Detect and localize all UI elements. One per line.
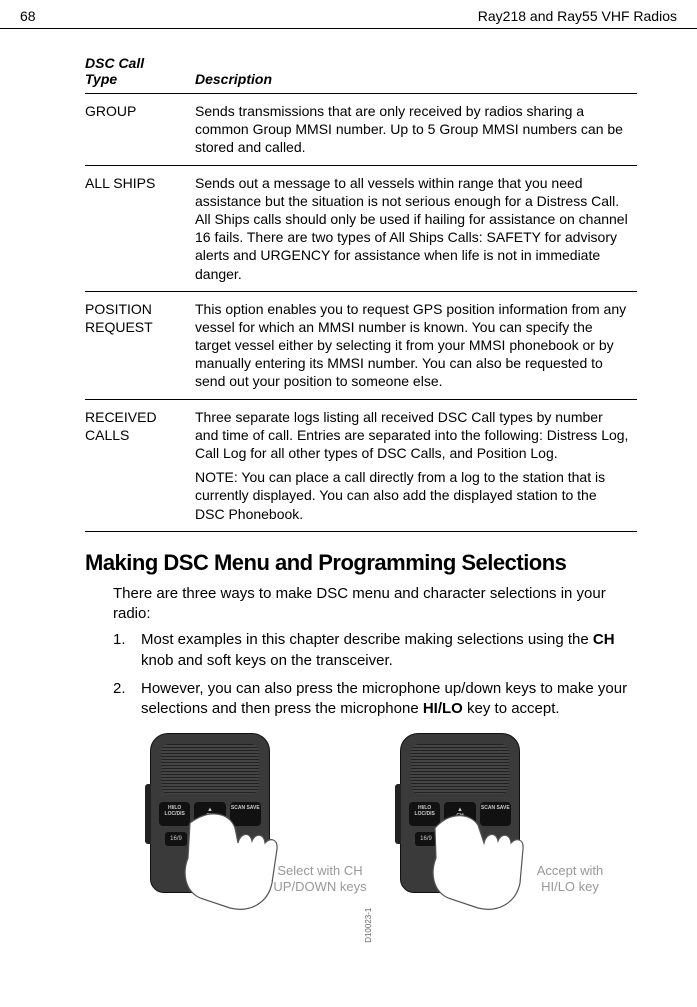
right-caption: Accept with HI/LO key [515, 863, 625, 894]
desc-para: Three separate logs listing all received… [195, 408, 629, 463]
page-content: DSC Call Type Description GROUP Sends tr… [0, 29, 697, 933]
mic-left-group: HI/LO LOC/DIS ▲ CH ▼ SCAN SAVE 16/9 Sele… [140, 733, 360, 933]
up-arrow-icon: ▲ [207, 808, 213, 813]
step-text: key to accept. [463, 700, 560, 717]
step-item: Most examples in this chapter describe m… [113, 630, 637, 671]
microphone-figure: HI/LO LOC/DIS ▲ CH ▼ SCAN SAVE 16/9 Sele… [113, 733, 637, 933]
scan-button-icon: SCAN SAVE [480, 802, 511, 826]
cell-type: RECEIVED CALLS [85, 399, 195, 531]
ch-button-icon: ▲ CH ▼ [444, 802, 475, 826]
body-text: There are three ways to make DSC menu an… [85, 584, 637, 934]
cell-desc: This option enables you to request GPS p… [195, 291, 637, 399]
down-arrow-icon: ▼ [207, 820, 213, 825]
page-header: 68 Ray218 and Ray55 VHF Radios [0, 0, 697, 29]
speaker-grille-icon [161, 744, 259, 794]
ptt-button-icon [395, 784, 401, 844]
table-row: POSITION REQUEST This option enables you… [85, 291, 637, 399]
header-line: DSC Call [85, 55, 144, 71]
up-arrow-icon: ▲ [457, 808, 463, 813]
col-header-type: DSC Call Type [85, 49, 195, 94]
dsc-call-table: DSC Call Type Description GROUP Sends tr… [85, 49, 637, 532]
table-row: ALL SHIPS Sends out a message to all ves… [85, 165, 637, 291]
mic-right-group: HI/LO LOC/DIS ▲ CH ▼ SCAN SAVE 16/9 Acce… [390, 733, 610, 933]
step-item: However, you can also press the micropho… [113, 679, 637, 720]
scan-button-icon: SCAN SAVE [230, 802, 261, 826]
ptt-button-icon [145, 784, 151, 844]
figure-id: D10023-1 [364, 908, 375, 943]
caption-line: UP/DOWN keys [273, 879, 366, 894]
steps-list: Most examples in this chapter describe m… [113, 630, 637, 719]
desc-note: NOTE: You can place a call directly from… [195, 468, 629, 523]
caption-line: HI/LO key [541, 879, 599, 894]
table-row: RECEIVED CALLS Three separate logs listi… [85, 399, 637, 531]
hilo-button-icon: HI/LO LOC/DIS [159, 802, 190, 826]
header-line: Type [85, 71, 117, 87]
left-caption: Select with CH UP/DOWN keys [265, 863, 375, 894]
page-number: 68 [20, 8, 36, 24]
hilo-button-icon: HI/LO LOC/DIS [409, 802, 440, 826]
microphone-icon: HI/LO LOC/DIS ▲ CH ▼ SCAN SAVE 16/9 [400, 733, 520, 893]
cell-type: GROUP [85, 94, 195, 166]
step-bold: HI/LO [423, 700, 463, 717]
step-text: Most examples in this chapter describe m… [141, 631, 593, 648]
mic-button-row: HI/LO LOC/DIS ▲ CH ▼ SCAN SAVE [409, 802, 511, 826]
table-row: GROUP Sends transmissions that are only … [85, 94, 637, 166]
table-header-row: DSC Call Type Description [85, 49, 637, 94]
ch-button-icon: ▲ CH ▼ [194, 802, 225, 826]
down-arrow-icon: ▼ [457, 820, 463, 825]
cell-desc: Sends out a message to all vessels withi… [195, 165, 637, 291]
cell-desc: Three separate logs listing all received… [195, 399, 637, 531]
caption-line: Accept with [537, 863, 603, 878]
speaker-grille-icon [411, 744, 509, 794]
cell-type: ALL SHIPS [85, 165, 195, 291]
cell-desc: Sends transmissions that are only receiv… [195, 94, 637, 166]
intro-paragraph: There are three ways to make DSC menu an… [113, 584, 637, 625]
caption-line: Select with CH [277, 863, 362, 878]
microphone-icon: HI/LO LOC/DIS ▲ CH ▼ SCAN SAVE 16/9 [150, 733, 270, 893]
col-header-desc: Description [195, 49, 637, 94]
section-heading: Making DSC Menu and Programming Selectio… [85, 550, 637, 576]
step-bold: CH [593, 631, 615, 648]
cell-type: POSITION REQUEST [85, 291, 195, 399]
mic-button-row: HI/LO LOC/DIS ▲ CH ▼ SCAN SAVE [159, 802, 261, 826]
sixteen-button-icon: 16/9 [415, 832, 437, 846]
sixteen-button-icon: 16/9 [165, 832, 187, 846]
doc-title: Ray218 and Ray55 VHF Radios [478, 8, 677, 24]
step-text: knob and soft keys on the transceiver. [141, 652, 393, 669]
